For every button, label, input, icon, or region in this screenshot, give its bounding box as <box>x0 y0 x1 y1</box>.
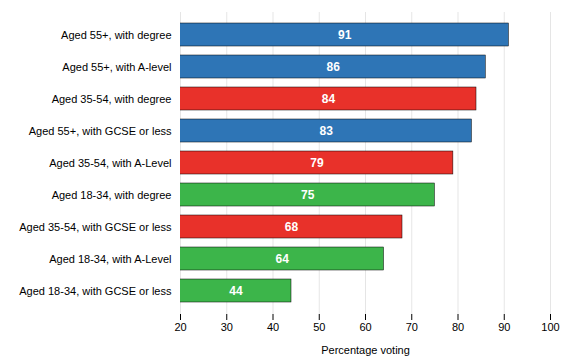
svg-text:91: 91 <box>338 28 352 42</box>
svg-text:30: 30 <box>221 321 233 333</box>
svg-text:Aged 55+, with degree: Aged 55+, with degree <box>61 29 171 41</box>
svg-text:50: 50 <box>313 321 325 333</box>
svg-text:20: 20 <box>174 321 186 333</box>
svg-text:83: 83 <box>320 124 334 138</box>
svg-text:75: 75 <box>301 188 315 202</box>
svg-text:100: 100 <box>541 321 559 333</box>
svg-text:60: 60 <box>359 321 371 333</box>
svg-text:44: 44 <box>229 284 243 298</box>
svg-text:Aged 35-54, with GCSE or less: Aged 35-54, with GCSE or less <box>19 221 172 233</box>
svg-text:40: 40 <box>267 321 279 333</box>
svg-text:90: 90 <box>498 321 510 333</box>
svg-text:Percentage voting: Percentage voting <box>321 344 410 356</box>
svg-text:68: 68 <box>285 220 299 234</box>
svg-text:86: 86 <box>326 60 340 74</box>
svg-text:84: 84 <box>322 92 336 106</box>
svg-text:Aged 55+, with A-level: Aged 55+, with A-level <box>62 61 171 73</box>
svg-text:64: 64 <box>276 252 290 266</box>
svg-text:Aged 35-54, with A-Level: Aged 35-54, with A-Level <box>49 157 171 169</box>
svg-text:Aged 35-54, with degree: Aged 35-54, with degree <box>52 93 172 105</box>
svg-text:Aged 55+, with GCSE or less: Aged 55+, with GCSE or less <box>29 125 172 137</box>
svg-text:70: 70 <box>406 321 418 333</box>
svg-text:79: 79 <box>310 156 324 170</box>
svg-text:80: 80 <box>452 321 464 333</box>
svg-text:Aged 18-34, with GCSE or less: Aged 18-34, with GCSE or less <box>19 285 172 297</box>
svg-text:Aged 18-34, with A-Level: Aged 18-34, with A-Level <box>49 253 171 265</box>
svg-text:Aged 18-34, with degree: Aged 18-34, with degree <box>52 189 172 201</box>
